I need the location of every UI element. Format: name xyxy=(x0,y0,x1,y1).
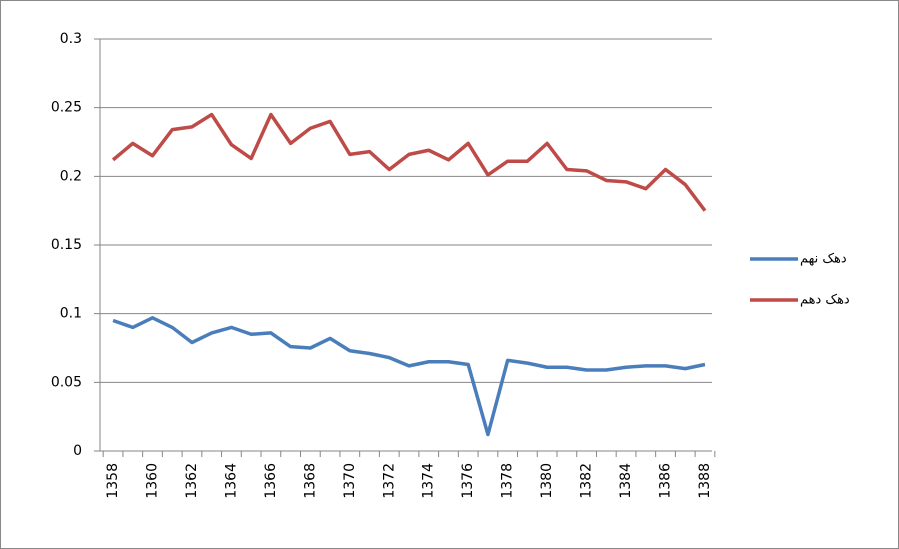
x-tick-label: 1388 xyxy=(697,463,713,499)
x-tick-label: 1374 xyxy=(421,463,437,499)
series-line xyxy=(112,316,706,437)
x-tick-label: 1368 xyxy=(302,463,318,499)
legend-label: دهک دهم xyxy=(800,293,850,308)
x-tick-label: 1358 xyxy=(105,463,121,499)
x-tick-label: 1380 xyxy=(539,463,555,499)
x-tick-label: 1382 xyxy=(579,463,595,499)
y-tick-label: 0.05 xyxy=(51,374,82,390)
x-tick-label: 1364 xyxy=(223,463,239,499)
x-tick-label: 1378 xyxy=(500,463,516,499)
x-tick-label: 1362 xyxy=(184,463,200,499)
x-tick-label: 1384 xyxy=(618,463,634,499)
legend-label: دهک نهم xyxy=(800,252,847,267)
y-tick-label: 0.3 xyxy=(60,31,82,47)
y-tick-label: 0.15 xyxy=(51,237,82,253)
x-tick-label: 1360 xyxy=(145,463,161,499)
x-tick-label: 1372 xyxy=(381,463,397,499)
y-tick-label: 0.1 xyxy=(60,306,82,322)
x-tick-label: 1386 xyxy=(658,463,674,499)
x-tick-label: 1370 xyxy=(342,463,358,499)
y-tick-label: 0.25 xyxy=(51,100,82,116)
y-tick-label: 0 xyxy=(73,443,82,459)
y-tick-label: 0.2 xyxy=(60,168,82,184)
series-line xyxy=(111,112,707,212)
x-tick-label: 1366 xyxy=(263,463,279,499)
x-tick-label: 1376 xyxy=(460,463,476,499)
